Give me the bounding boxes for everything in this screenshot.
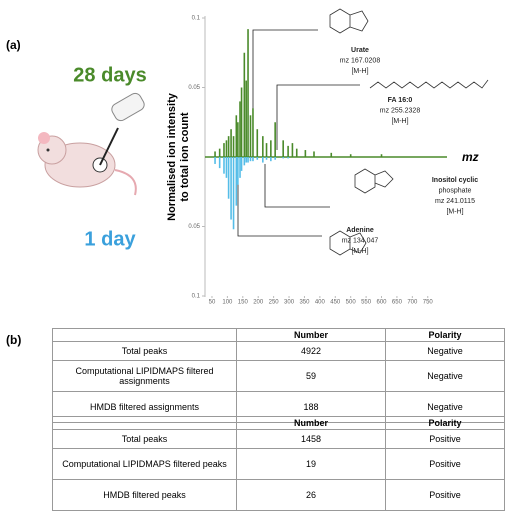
x-tick-label: 50 [209,300,216,306]
x-tick-label: 500 [346,300,357,306]
x-tick-label: 750 [423,300,434,306]
y-tick-label: 0.05 [188,85,200,91]
cell: Positive [385,429,505,449]
row: Computational LIPIDMAPS filtered assignm… [52,360,505,392]
annotation: [M-H] [351,248,368,255]
group-label: 28 days [73,64,146,86]
header-cell: Polarity [385,328,505,342]
x-tick-label: 100 [222,300,233,306]
table: Number Polarity Total peaks 4922 Negative Com… [52,328,505,423]
annotation: Adenine [346,227,374,234]
y-axis-label: Normalised ion intensityto total ion cou… [166,92,191,221]
header-cell: Polarity [385,416,505,430]
header-row: Number Polarity [52,416,505,430]
group-label: 1 day [84,228,136,250]
annotation: mz 255.2328 [380,107,421,114]
cell: Computational LIPIDMAPS filtered assignm… [52,360,237,392]
spectrum-panel: (a) 28 days 1 day Normalised ion intensi… [6,8,489,306]
x-tick-label: 150 [238,300,249,306]
x-tick-label: 650 [392,300,403,306]
panel-label: (b) [6,333,22,347]
header-cell [52,328,237,342]
x-tick-label: 300 [284,300,295,306]
structures [329,8,489,256]
cell: Computational LIPIDMAPS filtered peaks [52,448,237,480]
cell: Total peaks [52,429,237,449]
mouse-icon [37,92,145,196]
x-tick-label: 200 [253,300,264,306]
table: Number Polarity Total peaks 1458 Positive Com… [52,416,505,511]
cell: Positive [385,479,505,511]
cell: Total peaks [52,341,237,361]
cell: 26 [236,479,386,511]
header-cell: Number [236,416,386,430]
x-tick-label: 450 [330,300,341,306]
cell: HMDB filtered peaks [52,479,237,511]
y-axis-label-line: Normalised ion intensity [166,92,178,221]
annotation: mz 241.0115 [435,198,475,205]
x-tick-label: 400 [315,300,326,306]
y-tick-label: 0.1 [192,16,201,22]
y-tick-label: 0.1 [192,294,201,300]
cell: 1458 [236,429,386,449]
annotation: FA 16:0 [388,97,413,104]
row: HMDB filtered peaks 26 Positive [52,479,505,511]
header-row: Number Polarity [52,328,505,342]
x-tick-label: 550 [361,300,372,306]
cell: 4922 [236,341,386,361]
cell: Negative [385,341,505,361]
y-axis-label-line: to total ion count [179,112,191,202]
x-axis-label: mz [462,150,479,164]
annotation: [M-H] [446,208,463,215]
x-tick-label: 350 [299,300,310,306]
panel-label: (a) [6,38,21,52]
x-tick-label: 250 [269,300,280,306]
header-cell [52,416,237,430]
cell: Positive [385,448,505,480]
cell: 19 [236,448,386,480]
y-tick-label: 0.05 [188,224,200,230]
x-tick-label: 700 [407,300,418,306]
cell: 59 [236,360,386,392]
annotation: [M-H] [351,68,368,75]
annotation: phosphate [439,187,472,194]
row: Total peaks 4922 Negative [52,341,505,361]
header-cell: Number [236,328,386,342]
annotation: Inositol cyclic [432,177,478,184]
annotation: mz 134.047 [342,237,379,244]
row: Computational LIPIDMAPS filtered peaks 19… [52,448,505,480]
annotation: mz 167.0208 [340,57,381,64]
annotation: [M-H] [391,118,408,125]
annotation: Urate [351,47,369,54]
x-tick-label: 600 [377,300,388,306]
cell: Negative [385,360,505,392]
row: Total peaks 1458 Positive [52,429,505,449]
